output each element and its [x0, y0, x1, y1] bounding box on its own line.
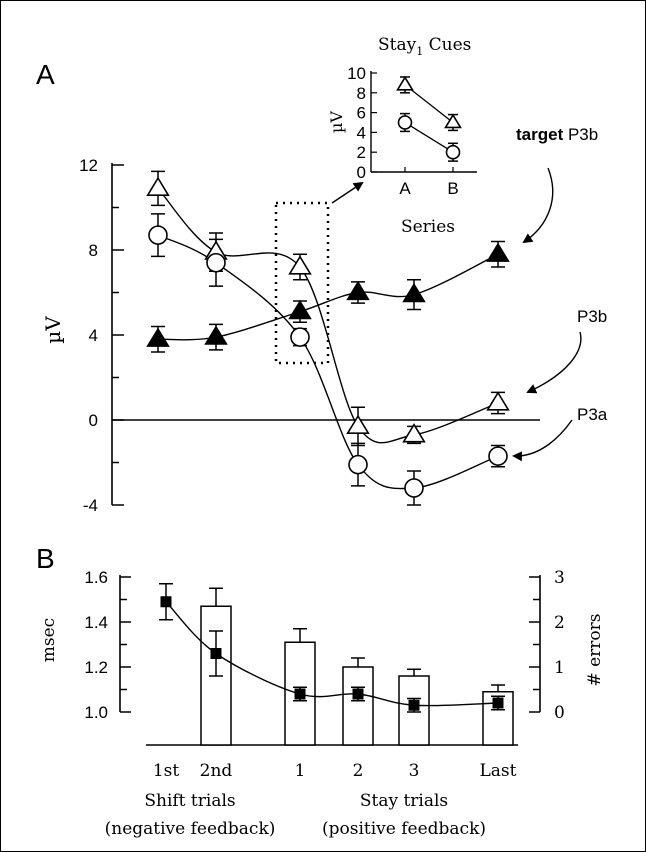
series-label-p3a: P3a: [577, 405, 608, 424]
group-label-shift: Shift trials: [144, 791, 235, 811]
inset-data-point-s1-p1: [445, 144, 461, 160]
panel-b-y2-tick-label: 0: [554, 703, 565, 723]
bar-3: [342, 666, 374, 746]
panel-b-y2label: # errors: [585, 613, 605, 686]
panel-b-y2-tick-label: 1: [554, 658, 565, 678]
inset-tick-label: 0: [357, 163, 366, 182]
panel-b-letter: B: [36, 543, 55, 574]
rt-point-5: [492, 697, 504, 709]
panel-a-letter: A: [36, 59, 55, 90]
arrow-target-p3b: [522, 167, 554, 244]
panel-b-tick-label: 1.2: [84, 658, 108, 677]
panel-b-category-label: 2nd: [200, 761, 233, 781]
rt-point-4: [408, 699, 420, 711]
data-point-s0-p0: [146, 327, 170, 347]
rt-point-3: [352, 688, 364, 700]
panel-b-y2-tick-label: 2: [554, 613, 565, 633]
data-point-s2-p0: [148, 225, 168, 245]
panel-a-tick-label: 0: [89, 411, 98, 430]
inset-tick-label: 4: [357, 123, 366, 142]
inset-title-suffix: Cues: [423, 35, 471, 55]
inset-data-point-s1-p0: [397, 115, 413, 130]
inset-category-label: A: [399, 179, 411, 198]
panel-b-tick-label: 1.0: [84, 703, 108, 722]
group-sublabel-stay: (positive feedback): [322, 819, 486, 839]
inset-arrow: [331, 181, 364, 204]
inset-data-point-s0-p1: [444, 113, 462, 129]
inset-ylabel: µV: [327, 111, 346, 133]
data-point-s0-p1: [204, 325, 228, 345]
panel-b-category-label: 3: [409, 761, 420, 781]
data-point-s1-p5: [486, 391, 510, 411]
arrow-p3a: [512, 419, 573, 462]
data-point-s1-p2: [288, 255, 312, 275]
panel-a-tick-label: -4: [83, 496, 98, 515]
inset-series-line-1: [404, 121, 454, 153]
series-label-target-word: target: [516, 125, 564, 144]
data-point-s2-p2: [290, 327, 310, 347]
rt-point-2: [294, 688, 306, 700]
data-point-s0-p4: [402, 282, 426, 303]
panel-a-tick-label: 8: [89, 241, 98, 260]
inset-title: Stay1 Cues: [378, 35, 471, 58]
inset-tick-label: 6: [357, 104, 366, 123]
panel-b-tick-label: 1.4: [84, 613, 108, 632]
data-point-s1-p3: [346, 414, 370, 435]
panel-b-category-label: 2: [353, 761, 364, 781]
data-point-s2-p4: [404, 478, 424, 498]
panel-b-category-label: 1st: [153, 761, 180, 781]
panel-a-tick-label: 4: [89, 326, 98, 345]
rt-curve: [165, 601, 499, 707]
panel-b-category-label: 1: [295, 761, 306, 781]
inset-tick-label: 10: [347, 64, 366, 83]
data-point-s1-p0: [146, 176, 170, 197]
inset-series-line-0: [404, 84, 454, 124]
highlight-box: [274, 201, 330, 365]
data-point-s1-p4: [402, 423, 426, 443]
data-point-s2-p5: [488, 446, 508, 466]
series-label-target-p3b: target P3b: [516, 125, 598, 144]
panel-a-tick-label: 12: [79, 156, 98, 175]
panel-b-ylabel: msec: [39, 618, 59, 662]
panel-a-ylabel: µV: [41, 316, 65, 344]
inset-tick-label: 2: [357, 143, 366, 162]
inset-xlabel: Series: [401, 217, 455, 237]
data-point-s2-p3: [348, 454, 368, 475]
data-point-s0-p3: [346, 280, 370, 301]
data-point-s2-p1: [206, 252, 226, 273]
inset-title-main: Stay: [378, 35, 417, 55]
inset-category-label: B: [447, 179, 458, 198]
rt-point-0: [160, 596, 172, 608]
inset-title-subscript: 1: [416, 45, 423, 58]
data-point-s0-p5: [486, 242, 510, 262]
inset-tick-label: 8: [357, 84, 366, 103]
panel-b-y2-tick-label: 3: [554, 568, 565, 588]
series-label-p3b: P3b: [577, 307, 607, 326]
data-point-s0-p2: [288, 299, 312, 320]
arrow-p3b: [526, 331, 582, 394]
group-label-stay: Stay trials: [360, 791, 448, 811]
panel-b-category-label: Last: [480, 761, 517, 781]
panel-b-tick-label: 1.6: [84, 568, 108, 587]
rt-point-1: [210, 648, 222, 659]
inset-data-point-s0-p0: [396, 75, 414, 91]
group-sublabel-shift: (negative feedback): [105, 819, 276, 839]
